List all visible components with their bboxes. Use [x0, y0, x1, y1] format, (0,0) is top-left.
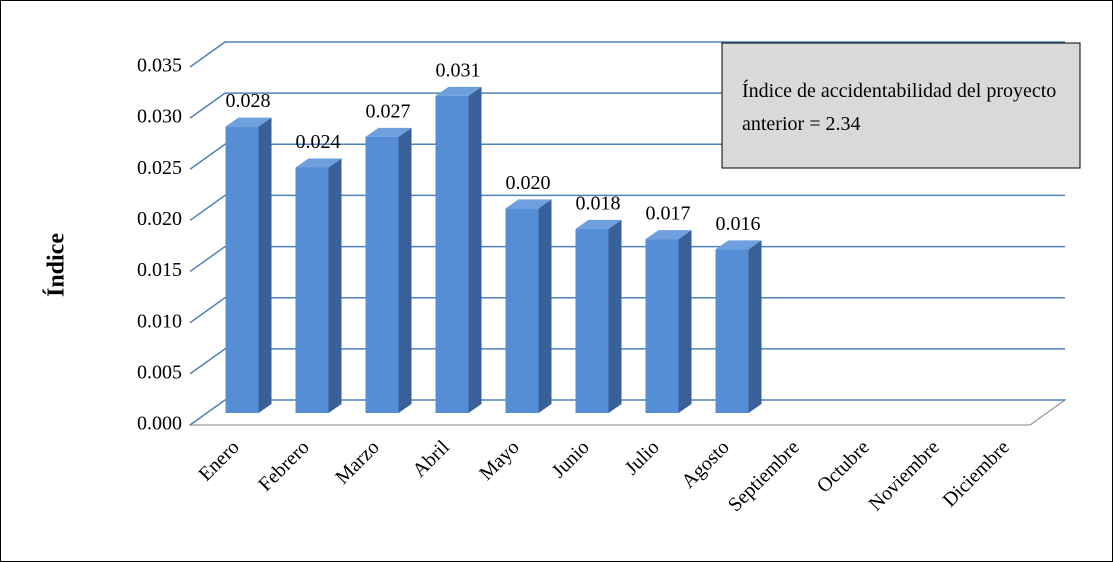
y-tick-label: 0.005 [137, 361, 182, 383]
bar [505, 199, 552, 413]
y-tick-label: 0.020 [137, 208, 182, 230]
data-label: 0.024 [296, 131, 341, 153]
bar [715, 240, 762, 413]
bar-top [295, 158, 342, 168]
y-tick-label: 0.015 [137, 259, 182, 281]
y-tick-label: 0.000 [137, 413, 182, 435]
bar-top [645, 230, 692, 240]
bar [645, 230, 692, 413]
data-label: 0.020 [506, 172, 551, 194]
data-label: 0.018 [576, 192, 621, 214]
bar-front [505, 208, 539, 413]
bar-front [645, 239, 679, 413]
data-label: 0.017 [646, 203, 691, 225]
y-tick-label: 0.035 [137, 55, 182, 77]
data-label: 0.031 [436, 60, 481, 82]
bar-front [715, 249, 749, 413]
bar-top [435, 86, 482, 96]
bar-top [715, 240, 762, 250]
y-tick-label: 0.010 [137, 310, 182, 332]
bar-top [365, 127, 412, 137]
data-label: 0.028 [226, 90, 271, 112]
bar-side [258, 117, 272, 413]
bar-front [435, 95, 469, 414]
bar-top [225, 117, 272, 127]
bar-side [538, 199, 552, 413]
grid-line [189, 399, 1065, 426]
bar [225, 117, 272, 413]
bar-side [398, 127, 412, 413]
grid-line [189, 296, 1065, 324]
bar [295, 158, 342, 413]
bar [575, 219, 622, 413]
data-label: 0.016 [716, 213, 761, 235]
bar-side [748, 240, 762, 413]
annotation-box [721, 42, 1081, 169]
annotation-text: Índice de accidentabilidad del proyecto … [742, 80, 1057, 135]
bar-front [295, 167, 329, 413]
bar-side [678, 230, 692, 413]
bar-side [468, 86, 482, 414]
grid-line [189, 41, 1065, 68]
bar-front [575, 228, 609, 413]
bar-side [328, 158, 342, 413]
annotation: Índice de accidentabilidad del proyecto … [742, 80, 1057, 135]
bar [435, 86, 482, 414]
y-tick-label: 0.030 [137, 106, 182, 128]
y-tick-label: 0.025 [137, 157, 182, 179]
bar [365, 127, 412, 414]
bar-front [365, 136, 399, 414]
bar-side [608, 219, 622, 413]
grid-line [189, 245, 1065, 273]
bar-front [225, 126, 259, 413]
bar-top [505, 199, 552, 209]
data-label: 0.027 [366, 100, 411, 122]
bar-top [575, 219, 622, 229]
grid-line [189, 194, 1065, 222]
grid-line [189, 348, 1065, 375]
y-axis-title: Índice [44, 233, 70, 297]
